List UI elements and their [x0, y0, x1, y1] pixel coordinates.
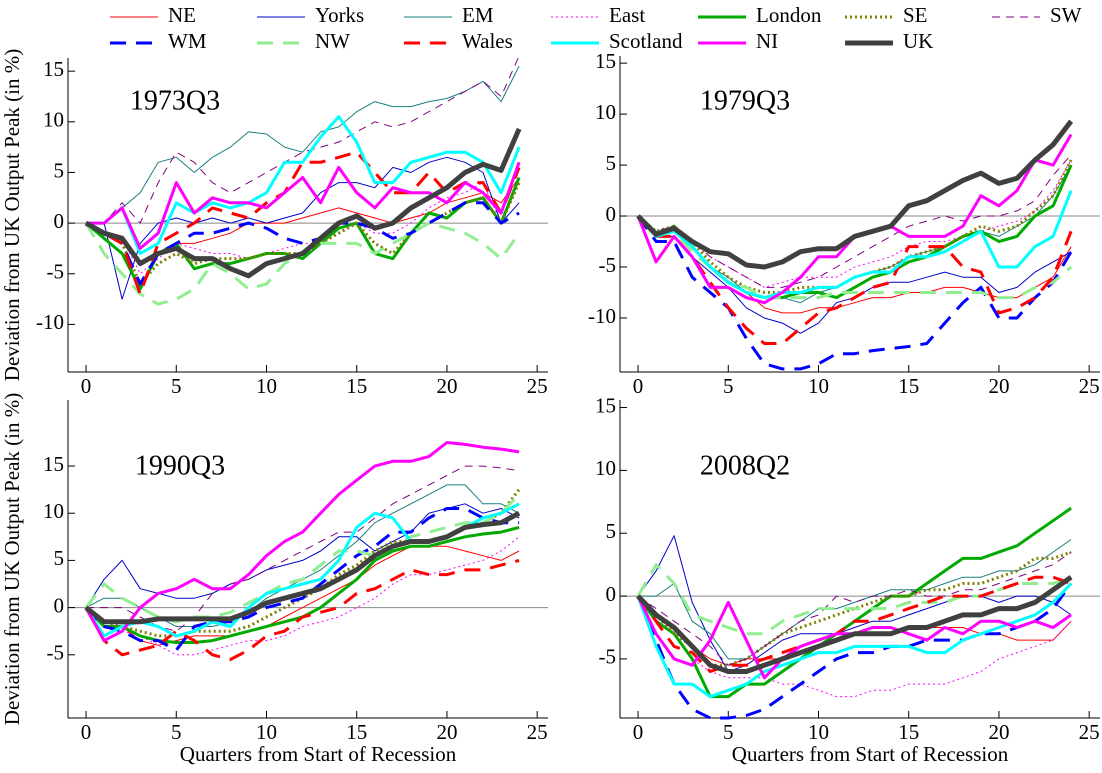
panel-title: 1979Q3: [700, 85, 790, 116]
x-tick-label: 25: [1079, 374, 1100, 398]
legend-label: SE: [903, 3, 928, 27]
y-tick-label: 0: [54, 209, 65, 233]
panel-title: 1973Q3: [130, 85, 220, 116]
y-tick-label: 10: [43, 499, 64, 523]
y-tick-label: 0: [54, 593, 65, 617]
series-line: [636, 215, 1073, 345]
x-tick-label: 20: [988, 720, 1009, 744]
y-tick-label: 10: [595, 456, 616, 480]
y-tick-label: -5: [599, 253, 617, 277]
x-tick-label: 0: [81, 720, 92, 744]
series-line: [636, 582, 1073, 699]
legend-label: NI: [756, 29, 778, 53]
series-line: [636, 119, 1074, 270]
legend-label: NE: [168, 3, 196, 27]
y-tick-label: -5: [47, 641, 65, 665]
series-line: [636, 563, 1072, 636]
series-line: [86, 55, 520, 224]
series-line: [85, 545, 520, 646]
series-line: [636, 575, 1073, 674]
panel: -10 -5 0 5 10 15 0 5 10 15 20 25 1979Q3: [588, 49, 1100, 398]
x-tick-label: 10: [256, 374, 277, 398]
y-tick-label: -5: [599, 645, 617, 669]
y-tick-label: 5: [606, 151, 617, 175]
series-line: [86, 161, 521, 250]
x-tick-label: 0: [633, 720, 644, 744]
x-tick-label: 25: [527, 374, 548, 398]
y-tick-label: 0: [606, 202, 617, 226]
series-line: [636, 190, 1073, 300]
x-tick-label: 5: [171, 374, 182, 398]
x-tick-label: 15: [898, 374, 919, 398]
panel-title: 2008Q2: [700, 450, 790, 481]
x-tick-label: 10: [256, 720, 277, 744]
y-tick-label: -5: [47, 260, 65, 284]
series-line: [86, 115, 521, 255]
y-tick-label: 15: [43, 57, 64, 81]
panel: -5 0 5 10 15 0 5 10 15 20 25 2008Q2 Quarters from St…: [595, 393, 1100, 766]
series-line: [638, 539, 1072, 660]
y-tick-label: 10: [43, 108, 64, 132]
series-line: [636, 582, 1073, 720]
x-tick-label: 25: [527, 720, 548, 744]
series-line: [86, 156, 520, 300]
y-axis-label: Deviation from UK Output Peak (in %): [0, 49, 24, 381]
series-line: [84, 493, 521, 624]
x-tick-label: 15: [346, 720, 367, 744]
legend-label: EM: [462, 3, 494, 27]
series-line: [84, 127, 522, 279]
y-tick-label: 15: [595, 49, 616, 73]
y-tick-label: 5: [606, 519, 617, 543]
x-tick-label: 10: [808, 720, 829, 744]
series-line: [84, 441, 520, 643]
series-line: [84, 558, 520, 661]
x-tick-label: 20: [436, 374, 457, 398]
y-tick-label: 15: [43, 452, 64, 476]
x-tick-label: 20: [436, 720, 457, 744]
x-tick-label: 5: [171, 720, 182, 744]
x-tick-label: 5: [723, 720, 734, 744]
y-tick-label: 10: [595, 100, 616, 124]
series-line: [637, 154, 1072, 288]
x-tick-label: 10: [808, 374, 829, 398]
y-tick-label: 15: [595, 393, 616, 417]
x-tick-label: 0: [633, 374, 644, 398]
legend-label: Wales: [462, 29, 513, 53]
series-line: [85, 182, 520, 275]
x-tick-label: 25: [1079, 720, 1100, 744]
y-tick-label: 5: [54, 158, 65, 182]
panel: -5 0 5 10 15 0 5 10 15 20 25 1990Q3 Deviation from U…: [0, 393, 548, 766]
series-line: [636, 215, 1073, 371]
y-tick-label: 5: [54, 546, 65, 570]
legend-label: WM: [168, 29, 207, 53]
series-line: [637, 551, 1072, 666]
y-tick-label: 0: [606, 582, 617, 606]
y-axis-label: Deviation from UK Output Peak (in %): [0, 393, 24, 725]
legend-label: London: [756, 3, 822, 27]
series-line: [84, 507, 520, 652]
x-tick-label: 20: [988, 374, 1009, 398]
series-line: [85, 536, 520, 656]
series-line: [637, 159, 1072, 288]
y-tick-label: -10: [588, 304, 616, 328]
panel: -10 -5 0 5 10 15 0 5 10 15 20 25 1973Q3 Deviation fro…: [0, 49, 548, 398]
legend-label: SW: [1050, 3, 1082, 27]
x-axis-label: Quarters from Start of Recession: [180, 742, 457, 766]
legend-label: Yorks: [315, 3, 364, 27]
series-line: [84, 510, 521, 625]
legend-label: Scotland: [609, 29, 683, 53]
legend-label: UK: [903, 29, 933, 53]
x-tick-label: 5: [723, 374, 734, 398]
x-tick-label: 0: [81, 374, 92, 398]
x-tick-label: 15: [346, 374, 367, 398]
x-axis-label: Quarters from Start of Recession: [732, 742, 1009, 766]
panel-title: 1990Q3: [135, 450, 225, 481]
series-line: [636, 575, 1072, 673]
y-tick-label: -10: [36, 310, 64, 334]
legend-label: NW: [315, 29, 350, 53]
x-tick-label: 15: [898, 720, 919, 744]
series-line: [86, 65, 520, 224]
legend-label: East: [609, 3, 645, 27]
